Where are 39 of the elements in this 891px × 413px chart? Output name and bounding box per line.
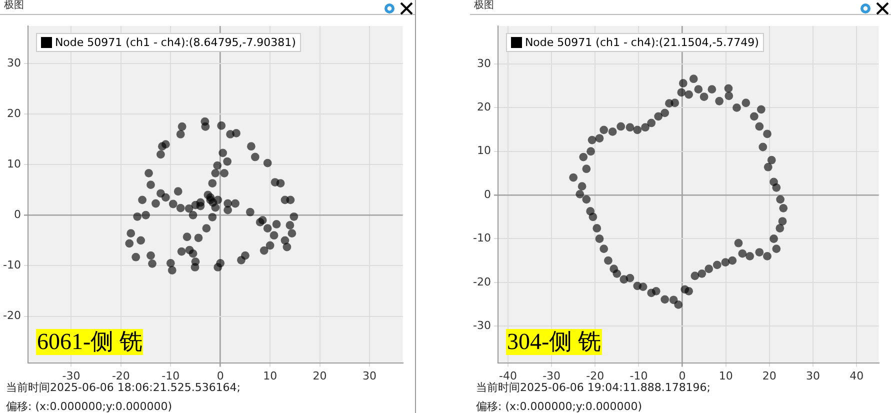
x-tick-label: -20 (586, 369, 604, 382)
x-tick-label: 10 (718, 369, 733, 382)
y-tick-label: -10 (473, 232, 491, 245)
y-tick-label: -10 (3, 258, 21, 272)
x-tick-label: -30 (62, 369, 80, 382)
x-tick-label: 40 (850, 369, 864, 382)
annotation: 304-侧 铣 (506, 328, 602, 355)
y-tick-label: 20 (6, 106, 21, 120)
x-tick-label: -40 (499, 369, 517, 382)
annotation: 6061-侧 铣 (36, 328, 144, 355)
chart-title: 极图 (470, 0, 891, 15)
y-tick-label: -20 (473, 275, 491, 288)
x-tick-label: 20 (762, 369, 776, 382)
chart-title: 极图 (0, 0, 415, 15)
text: 偏移: (x:0.000000;y:0.000000) (6, 399, 172, 413)
x-tick-label: 20 (312, 369, 327, 382)
text: 当前时间2025-06-06 19:04:11.888.178196; (476, 380, 711, 395)
y-tick-label: 10 (6, 157, 21, 170)
x-tick-label: 10 (263, 369, 278, 382)
x-tick-label: 30 (806, 369, 820, 382)
y-tick-label: 0 (14, 208, 21, 221)
x-tick-label: 30 (362, 369, 376, 382)
y-tick-label: 0 (484, 188, 491, 201)
x-tick-label: -30 (542, 369, 561, 382)
y-tick-label: 30 (6, 56, 21, 70)
x-tick-label: -20 (112, 369, 130, 382)
legend-label: Node 50971 (ch1 - ch4):(21.1504,-5.7749) (506, 33, 764, 52)
y-tick-label: 30 (476, 56, 491, 70)
legend-label: Node 50971 (ch1 - ch4):(8.64795,-7.90381) (36, 33, 301, 52)
text: 偏移: (x:0.000000;y:0.000000) (476, 399, 642, 413)
x-tick-label: -10 (162, 369, 180, 382)
x-tick-label: 0 (678, 369, 686, 382)
y-tick-label: -20 (3, 309, 21, 322)
x-tick-label: -10 (630, 369, 648, 382)
y-tick-label: 20 (476, 100, 491, 114)
text: 当前时间2025-06-06 18:06:21.525.536164; (6, 380, 241, 395)
x-tick-label: 0 (216, 369, 224, 382)
y-tick-label: 10 (476, 144, 491, 158)
y-tick-label: -30 (473, 318, 491, 332)
